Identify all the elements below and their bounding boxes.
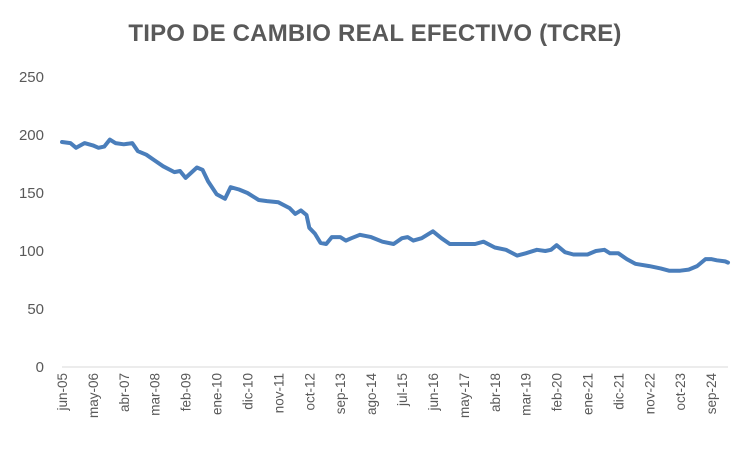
y-tick-label: 250 (19, 69, 44, 86)
x-tick-label: feb-20 (550, 373, 565, 411)
x-axis-ticks: jun-05 may-06 abr-07 mar-08 feb-09 ene-10 dic-… (55, 373, 719, 419)
x-tick-label: oct-12 (302, 373, 317, 411)
x-tick-label: mar-19 (519, 373, 534, 416)
x-tick-label: ene-21 (580, 373, 595, 415)
y-tick-label: 0 (36, 359, 44, 376)
y-tick-label: 200 (19, 127, 44, 144)
chart-title: TIPO DE CAMBIO REAL EFECTIVO (TCRE) (128, 20, 622, 47)
x-tick-label: may-06 (86, 373, 101, 418)
x-tick-label: nov-22 (642, 373, 657, 414)
x-tick-label: feb-09 (179, 373, 194, 411)
x-tick-label: dic-10 (240, 373, 255, 410)
x-tick-label: abr-18 (488, 373, 503, 412)
x-tick-label: ene-10 (210, 373, 225, 415)
x-tick-label: oct-23 (673, 373, 688, 411)
x-tick-label: nov-11 (271, 373, 286, 413)
x-tick-label: abr-07 (117, 373, 132, 412)
x-tick-label: jun-05 (55, 373, 70, 412)
x-tick-label: ago-14 (364, 373, 379, 416)
y-axis-ticks: 0 50 100 150 200 250 (19, 69, 44, 376)
x-tick-label: may-17 (457, 373, 472, 418)
x-tick-label: mar-08 (148, 373, 163, 416)
y-tick-label: 150 (19, 185, 44, 202)
y-tick-label: 50 (27, 301, 44, 318)
x-tick-label: dic-21 (611, 373, 626, 410)
series-line (60, 137, 730, 273)
y-tick-label: 100 (19, 243, 44, 260)
x-tick-label: jul-15 (395, 373, 410, 407)
x-tick-label: jun-16 (426, 373, 441, 412)
x-tick-label: sep-24 (704, 373, 719, 415)
x-tick-label: sep-13 (333, 373, 348, 414)
